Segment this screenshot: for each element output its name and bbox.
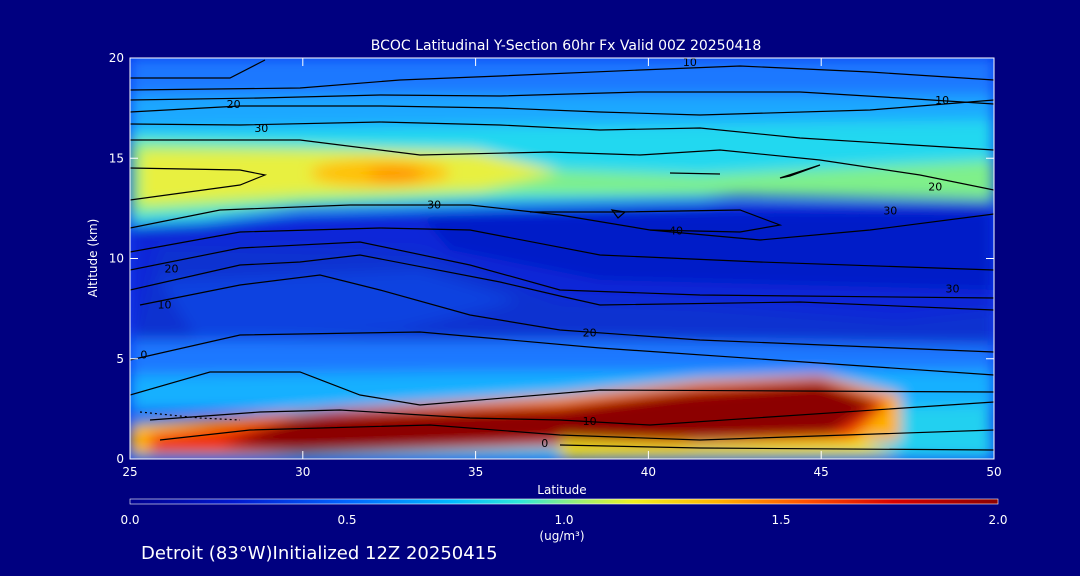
colorbar-unit: (ug/m³) — [539, 529, 584, 543]
contour-label: 10 — [583, 415, 597, 428]
x-tick-label: 50 — [986, 465, 1001, 479]
colorbar-tick-label: 1.0 — [554, 513, 573, 527]
concentration-field — [130, 58, 994, 459]
chart-title: BCOC Latitudinal Y-Section 60hr Fx Valid… — [371, 38, 761, 54]
contour-label: 10 — [935, 94, 949, 107]
contour-lines — [130, 59, 994, 451]
y-tick-label: 10 — [109, 252, 124, 266]
colorbar-tick-label: 0.0 — [120, 513, 139, 527]
footer-init-info: Detroit (83°W)Initialized 12Z 20250415 — [141, 543, 498, 564]
contour-label: 20 — [928, 180, 942, 193]
contour-label: 30 — [883, 204, 897, 217]
x-tick-label: 30 — [295, 465, 310, 479]
contour-label: 20 — [227, 98, 241, 111]
x-axis: 25 30 35 40 45 50 — [122, 58, 1002, 479]
contour-labels: 10 10 20 30 20 30 30 40 20 30 10 20 0 10 0 — [140, 56, 959, 450]
contour-label: 0 — [140, 349, 147, 362]
contour-label: 10 — [683, 56, 697, 69]
contour-label: 20 — [583, 327, 597, 340]
y-tick-label: 20 — [109, 51, 124, 65]
contour-label: 0 — [541, 437, 548, 450]
y-axis-label: Altitude (km) — [86, 219, 100, 298]
contour-label: 30 — [946, 283, 960, 296]
contour-label: 30 — [427, 198, 441, 211]
colorbar-ticks: 0.0 0.5 1.0 1.5 2.0 — [120, 513, 1007, 527]
x-axis-label: Latitude — [537, 483, 586, 497]
x-tick-label: 40 — [641, 465, 656, 479]
contour-label: 10 — [158, 299, 172, 312]
x-tick-label: 25 — [122, 465, 137, 479]
y-tick-label: 5 — [116, 352, 124, 366]
contour-label: 20 — [164, 263, 178, 276]
y-tick-label: 15 — [109, 151, 124, 165]
y-tick-label: 0 — [116, 452, 124, 466]
contour-label: 40 — [669, 224, 683, 237]
x-tick-label: 35 — [468, 465, 483, 479]
colorbar — [129, 498, 999, 505]
x-tick-label: 45 — [814, 465, 829, 479]
y-axis: 0 5 10 15 20 — [109, 51, 994, 466]
colorbar-tick-label: 1.5 — [771, 513, 790, 527]
contour-label: 30 — [254, 122, 268, 135]
colorbar-tick-label: 0.5 — [337, 513, 356, 527]
colorbar-tick-label: 2.0 — [988, 513, 1007, 527]
